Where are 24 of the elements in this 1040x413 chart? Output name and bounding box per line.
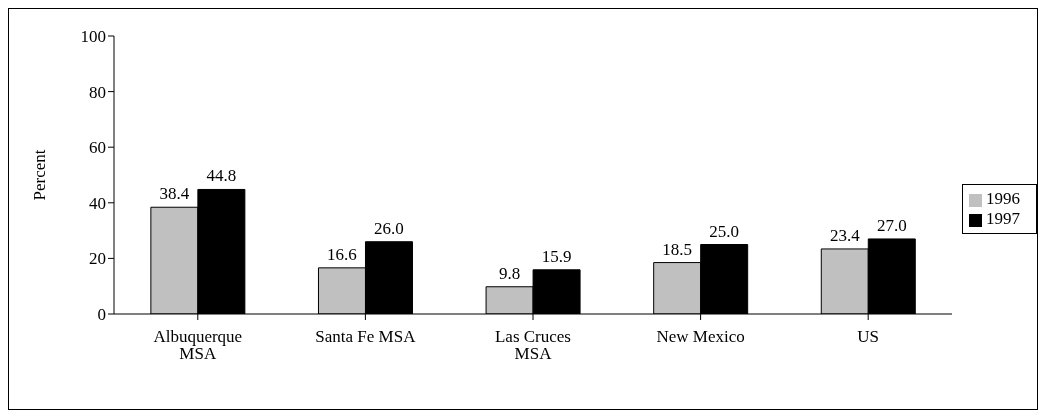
- data-label: 26.0: [374, 218, 404, 238]
- x-tick-label: Las Cruces MSA: [494, 327, 572, 364]
- data-label: 9.8: [498, 263, 521, 283]
- data-label: 23.4: [829, 225, 861, 245]
- data-label: 25.0: [709, 221, 740, 241]
- y-tick-label: 40: [89, 193, 106, 213]
- x-tick-label: Albuquerque MSA: [153, 327, 243, 364]
- y-tick-label: 80: [89, 82, 106, 102]
- y-tick-label: 100: [80, 27, 106, 47]
- x-tick-label: Santa Fe MSA: [315, 327, 417, 347]
- data-label: 15.9: [541, 246, 572, 266]
- y-tick-label: 0: [97, 305, 106, 325]
- data-label: 18.5: [662, 239, 693, 259]
- data-label: 38.4: [159, 184, 190, 204]
- y-axis-title: Percent: [30, 149, 50, 201]
- legend-label: 1996: [986, 189, 1020, 208]
- data-label: 27.0: [876, 215, 907, 235]
- y-tick-label: 20: [89, 249, 106, 269]
- data-label: 44.8: [206, 166, 237, 186]
- y-tick-label: 60: [89, 138, 106, 158]
- x-tick-label: US: [857, 327, 880, 347]
- legend-label: 1997: [986, 209, 1020, 228]
- x-tick-label: New Mexico: [656, 327, 745, 347]
- data-label: 16.6: [327, 244, 357, 264]
